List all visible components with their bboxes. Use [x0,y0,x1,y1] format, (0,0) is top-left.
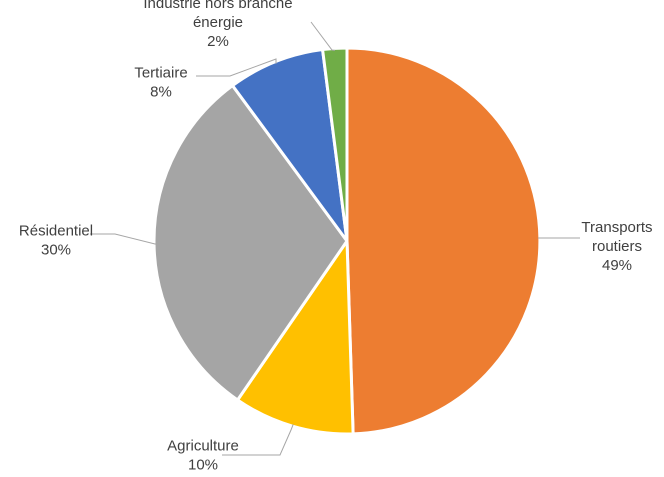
data-label-percent: 8% [150,84,172,101]
leader-line-industrie-hors-branche-energie [310,21,335,51]
data-label-category: Transports [581,219,652,236]
data-label-category: Agriculture [167,438,239,455]
data-label-residentiel: Résidentiel 30% [19,223,93,259]
leader-lines [90,21,580,456]
data-label-percent: 2% [207,33,229,50]
data-label-agriculture: Agriculture 10% [167,438,239,474]
leader-line-agriculture [222,424,294,456]
data-label-category: énergie [193,14,243,31]
data-labels: Transports routiers 49% Agriculture 10% Résid… [19,0,653,474]
data-label-tertiaire: Tertiaire 8% [134,65,187,101]
data-label-percent: 10% [188,457,218,474]
data-label-percent: 30% [41,242,71,259]
slice-industrie-hors-branche-energie [321,46,349,243]
data-label-industrie-hors-branche-energie: Industrie hors branche énergie 2% [143,0,292,50]
slice-transports-routiers [345,46,542,436]
data-label-category: Industrie hors branche [143,0,292,12]
data-label-category: Tertiaire [134,65,187,82]
data-label-percent: 49% [602,257,632,274]
data-label-category: routiers [592,238,642,255]
leader-line-residentiel [90,233,156,245]
data-label-transports-routiers: Transports routiers 49% [581,219,652,274]
data-label-category: Résidentiel [19,223,93,240]
leader-line-tertiaire [196,58,277,77]
slice-tertiaire [231,48,349,243]
pie-slices [152,46,542,436]
